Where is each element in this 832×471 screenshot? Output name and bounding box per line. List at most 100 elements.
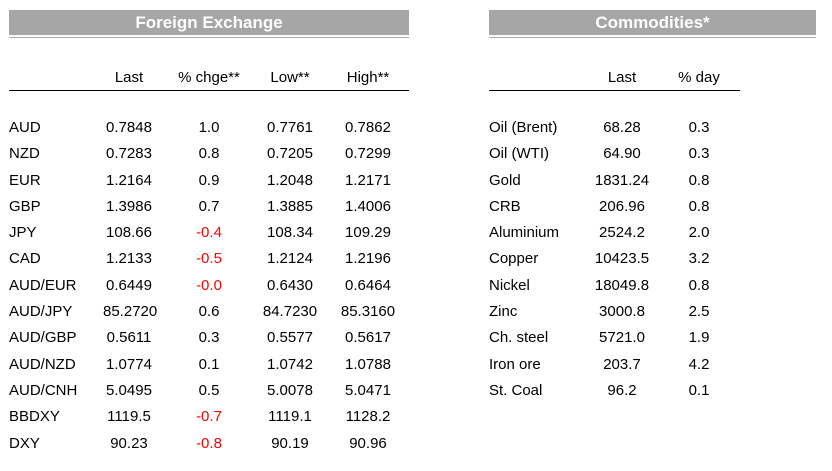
commodity-last-value: 206.96 <box>599 197 645 215</box>
commodities-table-row: Aluminium 2524.2 2.0 <box>489 220 816 246</box>
commodity-last-value: 96.2 <box>607 381 637 399</box>
fx-last-value: 1.0774 <box>106 355 152 373</box>
commodity-day-change: 0.3 <box>688 145 710 163</box>
fx-last-value: 0.5611 <box>106 329 152 347</box>
fx-last-value: 1.2133 <box>106 250 152 268</box>
commodities-table-row: Copper 10423.5 3.2 <box>489 246 816 272</box>
commodities-header-rule <box>489 90 740 91</box>
commodity-last-value: 10423.5 <box>594 250 650 268</box>
commodity-day-change: 3.2 <box>688 250 710 268</box>
fx-table-row: DXY 90.23 -0.8 90.19 90.96 <box>9 431 409 457</box>
fx-change-value: -0.8 <box>196 434 222 452</box>
commodities-table-row: CRB 206.96 0.8 <box>489 194 816 220</box>
fx-header-row: Last % chge** Low** High** <box>9 69 409 89</box>
fx-low-value: 0.7205 <box>267 145 313 163</box>
fx-high-value: 85.3160 <box>340 303 396 321</box>
fx-low-value: 90.19 <box>271 434 309 452</box>
commodity-last-value: 2524.2 <box>599 224 645 242</box>
fx-high-value: 1.2171 <box>345 171 391 189</box>
fx-currency-name: AUD/EUR <box>9 276 77 294</box>
fx-currency-name: JPY <box>9 224 37 242</box>
fx-last-value: 0.7283 <box>106 145 152 163</box>
fx-title: Foreign Exchange <box>9 10 409 35</box>
fx-header-high: High** <box>346 69 390 86</box>
fx-table-row: CAD 1.2133 -0.5 1.2124 1.2196 <box>9 246 409 272</box>
commodity-last-value: 1831.24 <box>594 171 650 189</box>
fx-table-row: AUD/EUR 0.6449 -0.0 0.6430 0.6464 <box>9 273 409 299</box>
fx-table-row: AUD/GBP 0.5611 0.3 0.5577 0.5617 <box>9 325 409 351</box>
commodities-title-underline <box>489 37 816 38</box>
fx-change-value: -0.0 <box>196 276 222 294</box>
fx-title-underline <box>9 37 409 38</box>
fx-currency-name: NZD <box>9 145 40 163</box>
commodities-table-row: St. Coal 96.2 0.1 <box>489 378 816 404</box>
fx-high-value: 90.96 <box>349 434 387 452</box>
commodity-day-change: 1.9 <box>688 329 710 347</box>
commodities-table-row: Zinc 3000.8 2.5 <box>489 299 816 325</box>
commodity-name: Copper <box>489 250 539 268</box>
fx-table-row: JPY 108.66 -0.4 108.34 109.29 <box>9 220 409 246</box>
commodity-day-change: 0.8 <box>688 276 710 294</box>
fx-change-value: -0.5 <box>196 250 222 268</box>
commodities-table-row: Iron ore 203.7 4.2 <box>489 352 816 378</box>
commodity-last-value: 68.28 <box>603 119 641 136</box>
fx-header-last: Last <box>114 69 144 86</box>
fx-currency-name: AUD/CNH <box>9 381 78 399</box>
fx-high-value: 1.2196 <box>345 250 391 268</box>
fx-low-value: 1.2048 <box>267 171 313 189</box>
fx-currency-name: BBDXY <box>9 408 60 426</box>
fx-table-row: AUD/JPY 85.2720 0.6 84.7230 85.3160 <box>9 299 409 325</box>
commodities-header-row: Last % day <box>489 69 816 89</box>
commodity-day-change: 2.0 <box>688 224 710 242</box>
fx-table-row: AUD/NZD 1.0774 0.1 1.0742 1.0788 <box>9 352 409 378</box>
commodities-table-row: Ch. steel 5721.0 1.9 <box>489 325 816 351</box>
commodity-name: Ch. steel <box>489 329 549 347</box>
fx-table-row: AUD 0.7848 1.0 0.7761 0.7862 <box>9 115 409 141</box>
fx-change-value: 1.0 <box>198 119 220 136</box>
fx-change-value: 0.1 <box>198 355 220 373</box>
fx-table-row: BBDXY 1119.5 -0.7 1119.1 1128.2 <box>9 404 409 430</box>
fx-currency-name: AUD/GBP <box>9 329 77 347</box>
commodity-last-value: 3000.8 <box>599 303 645 321</box>
commodity-day-change: 0.1 <box>688 381 710 399</box>
fx-change-value: 0.8 <box>198 145 220 163</box>
fx-low-value: 84.7230 <box>262 303 318 321</box>
fx-last-value: 90.23 <box>110 434 148 452</box>
fx-high-value: 1.0788 <box>345 355 391 373</box>
fx-change-value: 0.7 <box>198 197 220 215</box>
fx-low-value: 1.0742 <box>267 355 313 373</box>
fx-last-value: 1119.5 <box>107 408 151 426</box>
fx-change-value: 0.3 <box>198 329 220 347</box>
commodity-last-value: 5721.0 <box>599 329 645 347</box>
fx-table-row: NZD 0.7283 0.8 0.7205 0.7299 <box>9 141 409 167</box>
fx-change-value: 0.5 <box>198 381 220 399</box>
commodities-table-row: Oil (Brent) 68.28 0.3 <box>489 115 816 141</box>
commodities-header-day: % day <box>678 69 720 86</box>
commodity-name: CRB <box>489 197 521 215</box>
fx-header-low: Low** <box>270 69 310 86</box>
fx-last-value: 0.7848 <box>106 119 152 136</box>
fx-high-value: 1.4006 <box>345 197 391 215</box>
commodities-table-row: Nickel 18049.8 0.8 <box>489 273 816 299</box>
fx-currency-name: GBP <box>9 197 41 215</box>
fx-panel: Foreign Exchange Last % chge** Low** Hig… <box>9 10 409 452</box>
fx-currency-name: AUD <box>9 119 41 136</box>
commodity-day-change: 0.8 <box>688 171 710 189</box>
fx-table-row: EUR 1.2164 0.9 1.2048 1.2171 <box>9 168 409 194</box>
fx-low-value: 0.7761 <box>267 119 313 136</box>
fx-table-row: GBP 1.3986 0.7 1.3885 1.4006 <box>9 194 409 220</box>
fx-low-value: 1119.1 <box>268 408 312 426</box>
commodities-title: Commodities* <box>489 10 816 35</box>
fx-change-value: -0.7 <box>196 408 222 426</box>
fx-table-row: AUD/CNH 5.0495 0.5 5.0078 5.0471 <box>9 378 409 404</box>
commodity-name: Aluminium <box>489 224 560 242</box>
fx-currency-name: CAD <box>9 250 41 268</box>
fx-header-rule <box>9 90 409 91</box>
fx-last-value: 0.6449 <box>106 276 152 294</box>
fx-table-body: AUD 0.7848 1.0 0.7761 0.7862 NZD 0.7283 0.8 0.72… <box>9 115 409 457</box>
commodity-day-change: 4.2 <box>688 355 710 373</box>
commodity-day-change: 0.8 <box>688 197 710 215</box>
fx-currency-name: DXY <box>9 434 40 452</box>
commodity-last-value: 64.90 <box>603 145 641 163</box>
fx-last-value: 1.3986 <box>106 197 152 215</box>
